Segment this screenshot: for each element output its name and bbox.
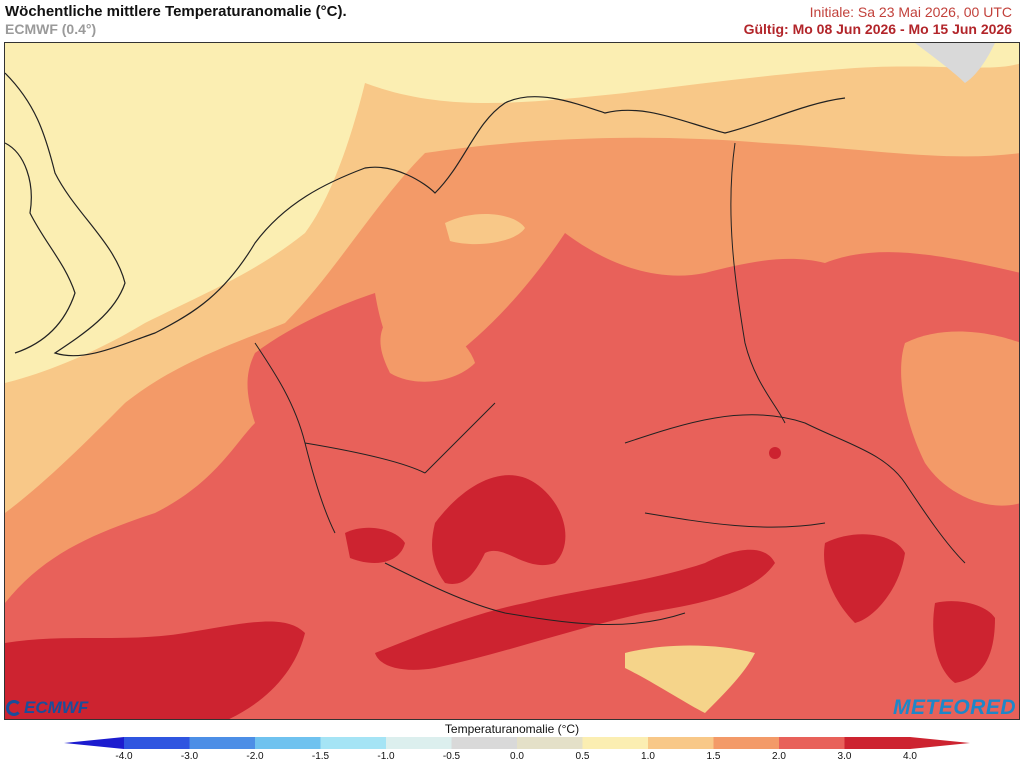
country-borders (254, 142, 966, 626)
page-title: Wöchentliche mittlere Temperaturanomalie… (5, 3, 347, 20)
colorbar-arrow-left (64, 737, 124, 749)
colorbar-tick-label: 0.5 (575, 751, 590, 762)
model-subtitle: ECMWF (0.4°) (5, 21, 97, 37)
colorbar-segment (582, 737, 649, 749)
colorbar-tick-label: -0.5 (442, 751, 461, 762)
colorbar-tick-label: 0.0 (510, 751, 524, 762)
colorbar (64, 737, 970, 749)
coastline-britain (5, 142, 76, 354)
colorbar-tick-label: -2.0 (246, 751, 264, 762)
colorbar-tick-label: 4.0 (903, 751, 917, 762)
colorbar-segment (255, 737, 321, 749)
colorbar-tick-label: -3.0 (180, 751, 199, 762)
valid-period: Gültig: Mo 08 Jun 2026 - Mo 15 Jun 2026 (743, 21, 1012, 37)
colorbar-segment (517, 737, 583, 749)
anomaly-zone-3-4-alps (375, 549, 775, 670)
colorbar-segment (451, 737, 518, 749)
coastline (5, 72, 846, 357)
colorbar-segment (386, 737, 452, 749)
ecmwf-logo: ECMWF (6, 698, 88, 718)
colorbar-tick-label: 3.0 (837, 751, 852, 762)
anomaly-zone-3-4-south (5, 621, 305, 719)
colorbar-segment (779, 737, 845, 749)
colorbar-arrow-right (910, 737, 970, 749)
colorbar-tick-label: -4.0 (115, 751, 133, 762)
meteored-logo: METEORED (892, 696, 1016, 719)
anomaly-map[interactable] (4, 42, 1020, 720)
colorbar-tick-label: 1.0 (641, 751, 655, 762)
anomaly-zone-3-4-center (432, 475, 566, 584)
colorbar-segment (648, 737, 714, 749)
init-time: Initiale: Sa 23 Mai 2026, 00 UTC (809, 4, 1012, 20)
colorbar-segment (124, 737, 190, 749)
colorbar-tick-label: 1.5 (706, 751, 721, 762)
colorbar-segment (320, 737, 387, 749)
ecmwf-logo-icon (6, 700, 22, 716)
colorbar-ticks: -4.0 -3.0 -2.0 -1.5 -1.0 -0.5 0.0 0.5 1.0 1.5 2.0 3… (0, 751, 1024, 765)
colorbar-segment (713, 737, 780, 749)
colorbar-tick-label: -1.0 (377, 751, 395, 762)
colorbar-title: Temperaturanomalie (°C) (444, 722, 580, 736)
colorbar-segment (844, 737, 911, 749)
colorbar-tick-label: -1.5 (311, 751, 330, 762)
colorbar-tick-label: 2.0 (772, 751, 786, 762)
colorbar-segment (189, 737, 256, 749)
